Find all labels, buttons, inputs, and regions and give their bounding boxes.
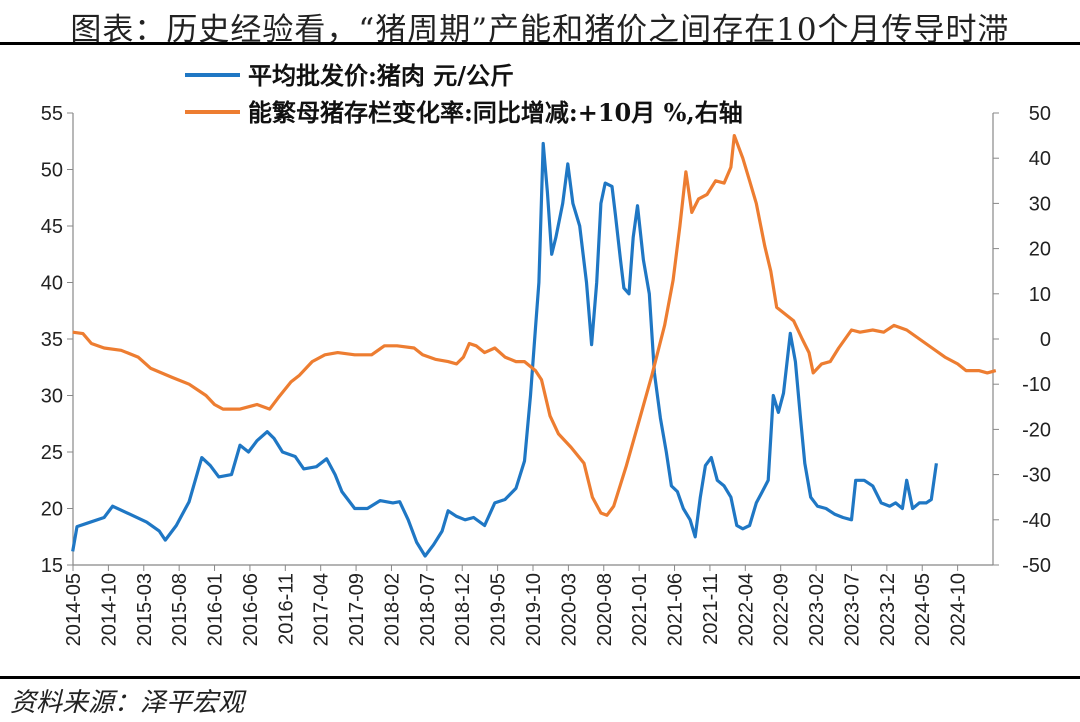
x-tick-label: 2020-03 — [558, 573, 580, 646]
x-tick-label: 2018-07 — [417, 573, 439, 646]
x-tick-label: 2019-05 — [488, 573, 510, 646]
top-rule — [0, 42, 1080, 45]
series-group — [71, 134, 997, 558]
left-tick-label: 55 — [41, 103, 63, 125]
x-tick-label: 2024-05 — [912, 573, 934, 646]
right-tick-label: 30 — [1029, 193, 1051, 215]
x-axis-ticks: 2014-05 2014-10 2015-03 2015-08 2016-01 2016-… — [63, 565, 970, 646]
right-tick-label: -10 — [1022, 374, 1051, 396]
right-tick-label: -20 — [1022, 419, 1051, 441]
left-tick-label: 40 — [41, 273, 63, 295]
x-tick-label: 2020-08 — [594, 573, 616, 646]
x-tick-label: 2018-12 — [452, 573, 474, 646]
x-tick-label: 2014-05 — [63, 573, 85, 646]
x-tick-label: 2023-12 — [877, 573, 899, 646]
right-tick-label: -30 — [1022, 465, 1051, 487]
x-tick-label: 2022-09 — [771, 573, 793, 646]
x-tick-label: 2017-04 — [311, 573, 333, 646]
right-tick-label: 40 — [1029, 148, 1051, 170]
x-tick-label: 2018-02 — [381, 573, 403, 646]
x-tick-label: 2021-01 — [629, 573, 651, 646]
series-line-sows — [72, 134, 997, 517]
left-tick-label: 20 — [41, 499, 63, 521]
legend-label-sows: 能繁母猪存栏变化率:同比增减:+10月 %,右轴 — [248, 98, 743, 127]
right-tick-label: -40 — [1022, 510, 1051, 532]
left-tick-label: 45 — [41, 216, 63, 238]
source-note: 资料来源：泽平宏观 — [10, 688, 245, 718]
right-tick-label: 20 — [1029, 239, 1051, 261]
x-tick-label: 2016-01 — [205, 573, 227, 646]
right-tick-label: 50 — [1029, 103, 1051, 125]
right-tick-label: 10 — [1029, 284, 1051, 306]
x-tick-label: 2023-07 — [841, 573, 863, 646]
x-tick-label: 2015-08 — [169, 573, 191, 646]
series-line-price — [71, 141, 938, 558]
x-tick-label: 2017-09 — [346, 573, 368, 646]
x-tick-label: 2016-06 — [240, 573, 262, 646]
x-tick-label: 2014-10 — [98, 573, 120, 646]
legend-label-price: 平均批发价:猪肉 元/公斤 — [248, 61, 514, 90]
left-tick-label: 15 — [41, 555, 63, 577]
legend: 平均批发价:猪肉 元/公斤 能繁母猪存栏变化率:同比增减:+10月 %,右轴 — [185, 61, 743, 127]
x-tick-label: 2023-02 — [806, 573, 828, 646]
left-tick-label: 50 — [41, 160, 63, 182]
x-tick-label: 2019-10 — [523, 573, 545, 646]
right-tick-label: -50 — [1022, 555, 1051, 577]
bottom-rule — [0, 676, 1080, 679]
left-tick-label: 25 — [41, 442, 63, 464]
x-tick-label: 2021-11 — [700, 573, 722, 645]
x-tick-label: 2024-10 — [948, 573, 970, 646]
x-tick-label: 2021-06 — [665, 573, 687, 646]
x-tick-label: 2016-11 — [275, 573, 297, 645]
left-tick-label: 30 — [41, 386, 63, 408]
left-tick-label: 35 — [41, 329, 63, 351]
x-tick-label: 2015-03 — [134, 573, 156, 646]
left-axis-ticks: 55 50 45 40 35 30 25 20 15 — [41, 103, 73, 577]
x-tick-label: 2022-04 — [735, 573, 757, 646]
right-tick-label: 0 — [1040, 329, 1051, 351]
right-axis-ticks: 50 40 30 20 10 0 -10 -20 -30 -40 -50 — [993, 103, 1051, 577]
